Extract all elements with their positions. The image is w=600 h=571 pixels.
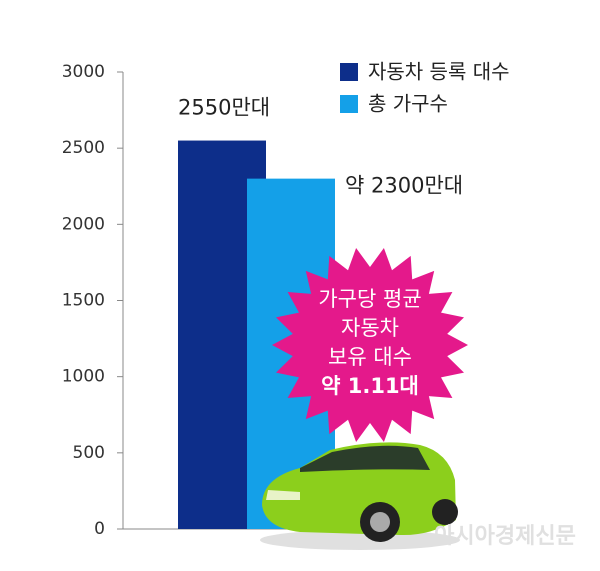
- annotation: 약 1.11대: [321, 374, 419, 398]
- legend-swatch: [340, 63, 358, 81]
- annotation: 가구당 평균: [318, 287, 421, 311]
- starburst: [272, 248, 468, 442]
- y-tick-label: 1000: [62, 367, 105, 387]
- legend-label: 자동차 등록 대수: [368, 60, 510, 84]
- y-tick-label: 2000: [62, 214, 105, 234]
- annotation: 보유 대수: [328, 345, 412, 369]
- y-tick-label: 0: [94, 519, 105, 539]
- legend-label: 총 가구수: [368, 92, 448, 116]
- value-label: 2550만대: [178, 96, 270, 120]
- y-tick-label: 1500: [62, 291, 105, 311]
- car: [260, 442, 460, 550]
- y-tick-label: 3000: [62, 62, 105, 82]
- source: 아시아경제신문: [434, 524, 576, 549]
- y-tick-label: 500: [73, 443, 105, 463]
- legend-swatch: [340, 95, 358, 113]
- value-label: 약 2300만대: [345, 174, 463, 198]
- annotation: 자동차: [341, 316, 399, 340]
- y-tick-label: 2500: [62, 138, 105, 158]
